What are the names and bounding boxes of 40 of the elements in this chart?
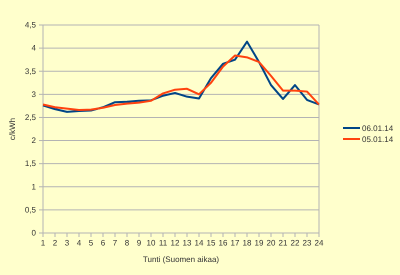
- x-tick-label: 18: [242, 238, 252, 248]
- x-tick-label: 4: [76, 238, 82, 248]
- x-tick-label: 12: [170, 238, 180, 248]
- x-tick-label: 13: [182, 238, 192, 248]
- x-tick-label: 24: [314, 238, 324, 248]
- y-tick-label: 4: [32, 44, 37, 53]
- x-tick-label: 17: [230, 238, 240, 248]
- y-axis-title: c/kWh: [8, 118, 17, 140]
- x-tick-label: 20: [266, 238, 276, 248]
- x-tick-label: 9: [136, 238, 142, 248]
- y-tick-label: 2: [32, 136, 37, 146]
- legend-label: 06.01.14: [362, 124, 394, 133]
- x-tick-label: 10: [146, 238, 156, 248]
- line-series: [42, 54, 320, 112]
- y-tick-label: 2,5: [24, 113, 37, 122]
- legend-label: 05.01.14: [362, 135, 394, 144]
- x-tick-label: 16: [218, 238, 228, 248]
- y-tick-label: 3: [32, 90, 37, 99]
- y-tick-label: 1: [32, 182, 37, 192]
- y-tick-label: 4,5: [24, 20, 37, 30]
- x-tick-label: 11: [158, 238, 168, 248]
- line-series: [42, 40, 320, 113]
- y-tick-label: 1,5: [24, 159, 37, 168]
- x-tick-label: 6: [100, 238, 106, 248]
- x-tick-label: 5: [88, 238, 94, 248]
- x-tick-label: 2: [52, 238, 58, 248]
- x-tick-label: 21: [278, 238, 288, 248]
- x-tick-label: 22: [290, 238, 300, 248]
- x-tick-label: 8: [124, 238, 130, 248]
- x-tick-label: 19: [254, 238, 264, 248]
- x-axis-title: Tunti (Suomen aikaa): [142, 255, 220, 264]
- x-tick-label: 1: [40, 238, 46, 248]
- x-tick-label: 7: [112, 238, 118, 248]
- x-tick-label: 3: [64, 238, 70, 248]
- y-tick-label: 0,5: [24, 205, 37, 214]
- x-tick-label: 14: [194, 238, 204, 248]
- x-tick-label: 23: [302, 238, 312, 248]
- y-tick-label: 0: [32, 228, 37, 238]
- y-tick-label: 3,5: [24, 66, 37, 76]
- x-tick-label: 15: [206, 238, 216, 248]
